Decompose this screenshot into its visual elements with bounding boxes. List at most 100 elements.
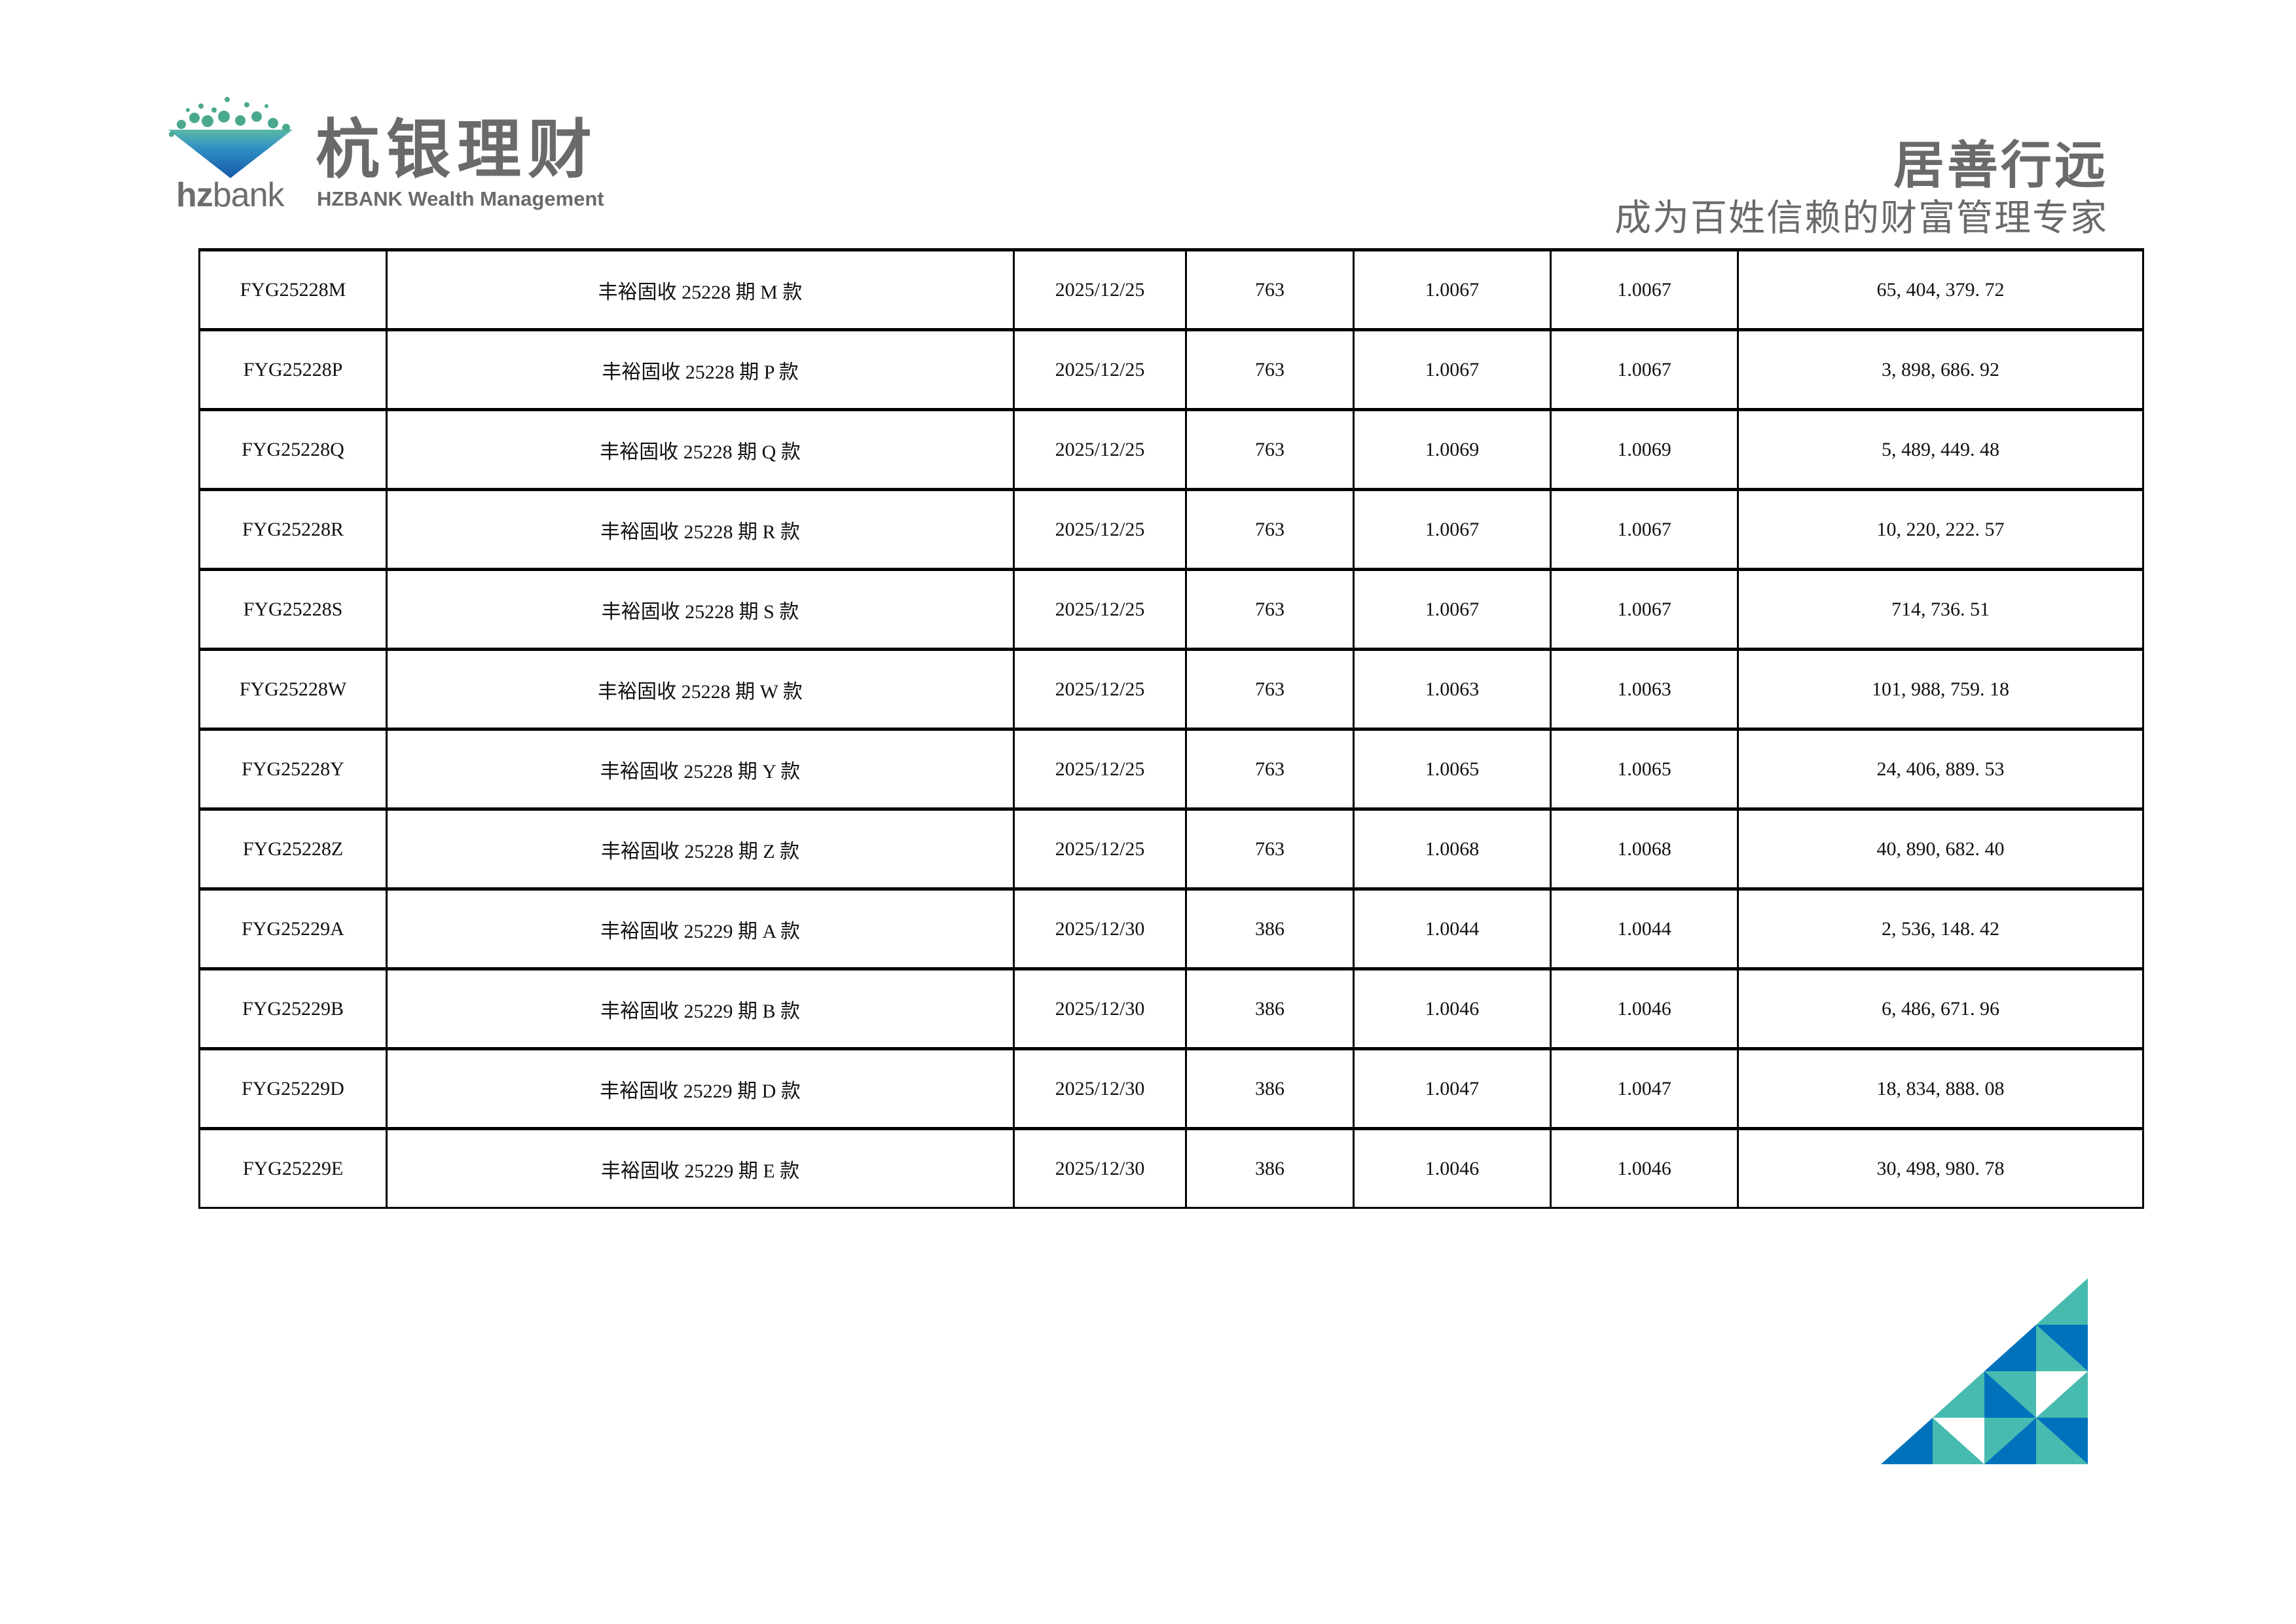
unit-nav-cell: 1.0068 xyxy=(1353,807,1552,890)
term-days-cell: 386 xyxy=(1185,967,1355,1050)
term-days-cell: 763 xyxy=(1185,248,1355,331)
date-cell: 2025/12/30 xyxy=(1013,967,1187,1050)
asset-value-cell: 18, 834, 888. 08 xyxy=(1737,1047,2144,1130)
unit-nav-cell: 1.0067 xyxy=(1353,248,1552,331)
triangle-tile xyxy=(1984,1325,2036,1371)
triangle-tile xyxy=(1984,1371,2036,1418)
logo-hz: hz xyxy=(176,176,213,214)
logo-english-name: HZBANK Wealth Management xyxy=(317,187,604,210)
table-row: FYG25229E 丰裕固收 25229 期 E 款 2025/12/30 386 1.… xyxy=(198,1127,2144,1209)
cumulative-nav-cell: 1.0067 xyxy=(1550,248,1739,331)
cumulative-nav-cell: 1.0067 xyxy=(1550,568,1739,650)
table-row: FYG25229A 丰裕固收 25229 期 A 款 2025/12/30 386 1.… xyxy=(198,887,2144,970)
unit-nav-cell: 1.0046 xyxy=(1353,967,1552,1050)
diamond-logo-icon xyxy=(168,97,293,178)
asset-value-cell: 6, 486, 671. 96 xyxy=(1737,967,2144,1050)
cumulative-nav-cell: 1.0063 xyxy=(1550,648,1739,730)
triangle-tile xyxy=(1984,1418,2036,1464)
triangle-tile xyxy=(1933,1418,1984,1464)
asset-value-cell: 65, 404, 379. 72 xyxy=(1737,248,2144,331)
asset-value-cell: 2, 536, 148. 42 xyxy=(1737,887,2144,970)
product-code-cell: FYG25228W xyxy=(198,648,388,730)
triangle-tile xyxy=(1933,1371,1984,1418)
term-days-cell: 386 xyxy=(1185,887,1355,970)
product-name-cell: 丰裕固收 25229 期 B 款 xyxy=(386,967,1015,1050)
cumulative-nav-cell: 1.0068 xyxy=(1550,807,1739,890)
term-days-cell: 386 xyxy=(1185,1047,1355,1130)
unit-nav-cell: 1.0067 xyxy=(1353,488,1552,570)
term-days-cell: 763 xyxy=(1185,488,1355,570)
product-name-cell: 丰裕固收 25228 期 Y 款 xyxy=(386,728,1015,810)
term-days-cell: 763 xyxy=(1185,328,1355,411)
product-code-cell: FYG25228P xyxy=(198,328,388,411)
cumulative-nav-cell: 1.0069 xyxy=(1550,408,1739,490)
asset-value-cell: 101, 988, 759. 18 xyxy=(1737,648,2144,730)
term-days-cell: 763 xyxy=(1185,728,1355,810)
cumulative-nav-cell: 1.0046 xyxy=(1550,967,1739,1050)
table-row: FYG25229B 丰裕固收 25229 期 B 款 2025/12/30 386 1.… xyxy=(198,967,2144,1050)
slogan-subtitle: 成为百姓信赖的财富管理专家 xyxy=(1614,197,2108,240)
product-code-cell: FYG25229A xyxy=(198,887,388,970)
logo-chinese-name: 杭银理财 xyxy=(316,113,599,187)
term-days-cell: 763 xyxy=(1185,408,1355,490)
date-cell: 2025/12/25 xyxy=(1013,807,1187,890)
table-row: FYG25228R 丰裕固收 25228 期 R 款 2025/12/25 763 1.… xyxy=(198,488,2144,570)
date-cell: 2025/12/25 xyxy=(1013,488,1187,570)
unit-nav-cell: 1.0069 xyxy=(1353,408,1552,490)
asset-value-cell: 30, 498, 980. 78 xyxy=(1737,1127,2144,1209)
table-row: FYG25228Q 丰裕固收 25228 期 Q 款 2025/12/25 763 1.… xyxy=(198,408,2144,490)
cumulative-nav-cell: 1.0044 xyxy=(1550,887,1739,970)
unit-nav-cell: 1.0046 xyxy=(1353,1127,1552,1209)
table-row: FYG25228M 丰裕固收 25228 期 M 款 2025/12/25 763 1.… xyxy=(198,248,2144,331)
product-name-cell: 丰裕固收 25229 期 E 款 xyxy=(386,1127,1015,1209)
asset-value-cell: 40, 890, 682. 40 xyxy=(1737,807,2144,890)
product-name-cell: 丰裕固收 25228 期 Z 款 xyxy=(386,807,1015,890)
triangle-tile xyxy=(2036,1325,2088,1371)
table-row: FYG25228P 丰裕固收 25228 期 P 款 2025/12/25 763 1.… xyxy=(198,328,2144,411)
hzbank-logo: hzbank 杭银理财 HZBANK Wealth Management xyxy=(162,92,620,223)
triangle-tile xyxy=(2036,1371,2088,1418)
date-cell: 2025/12/25 xyxy=(1013,408,1187,490)
unit-nav-cell: 1.0067 xyxy=(1353,568,1552,650)
product-code-cell: FYG25228S xyxy=(198,568,388,650)
date-cell: 2025/12/25 xyxy=(1013,728,1187,810)
product-name-cell: 丰裕固收 25228 期 Q 款 xyxy=(386,408,1015,490)
asset-value-cell: 24, 406, 889. 53 xyxy=(1737,728,2144,810)
term-days-cell: 763 xyxy=(1185,648,1355,730)
asset-value-cell: 714, 736. 51 xyxy=(1737,568,2144,650)
date-cell: 2025/12/25 xyxy=(1013,648,1187,730)
cumulative-nav-cell: 1.0046 xyxy=(1550,1127,1739,1209)
unit-nav-cell: 1.0067 xyxy=(1353,328,1552,411)
unit-nav-cell: 1.0063 xyxy=(1353,648,1552,730)
term-days-cell: 763 xyxy=(1185,807,1355,890)
cumulative-nav-cell: 1.0067 xyxy=(1550,328,1739,411)
product-name-cell: 丰裕固收 25228 期 W 款 xyxy=(386,648,1015,730)
product-code-cell: FYG25229E xyxy=(198,1127,388,1209)
product-code-cell: FYG25228Y xyxy=(198,728,388,810)
hzbank-wordmark: hzbank xyxy=(176,175,285,215)
table-row: FYG25228W 丰裕固收 25228 期 W 款 2025/12/25 763 1.… xyxy=(198,648,2144,730)
product-name-cell: 丰裕固收 25228 期 P 款 xyxy=(386,328,1015,411)
date-cell: 2025/12/30 xyxy=(1013,887,1187,970)
product-code-cell: FYG25229D xyxy=(198,1047,388,1130)
cumulative-nav-cell: 1.0065 xyxy=(1550,728,1739,810)
product-code-cell: FYG25228Q xyxy=(198,408,388,490)
date-cell: 2025/12/30 xyxy=(1013,1047,1187,1130)
term-days-cell: 386 xyxy=(1185,1127,1355,1209)
asset-value-cell: 5, 489, 449. 48 xyxy=(1737,408,2144,490)
triangle-pattern-decoration xyxy=(1881,1278,2088,1464)
table-row: FYG25228Y 丰裕固收 25228 期 Y 款 2025/12/25 763 1.… xyxy=(198,728,2144,810)
term-days-cell: 763 xyxy=(1185,568,1355,650)
asset-value-cell: 10, 220, 222. 57 xyxy=(1737,488,2144,570)
unit-nav-cell: 1.0044 xyxy=(1353,887,1552,970)
date-cell: 2025/12/25 xyxy=(1013,248,1187,331)
date-cell: 2025/12/30 xyxy=(1013,1127,1187,1209)
unit-nav-cell: 1.0047 xyxy=(1353,1047,1552,1130)
product-code-cell: FYG25228M xyxy=(198,248,388,331)
cumulative-nav-cell: 1.0047 xyxy=(1550,1047,1739,1130)
product-code-cell: FYG25228R xyxy=(198,488,388,570)
triangle-tile xyxy=(2036,1418,2088,1464)
date-cell: 2025/12/25 xyxy=(1013,568,1187,650)
product-name-cell: 丰裕固收 25229 期 D 款 xyxy=(386,1047,1015,1130)
triangle-tile xyxy=(1881,1418,1933,1464)
